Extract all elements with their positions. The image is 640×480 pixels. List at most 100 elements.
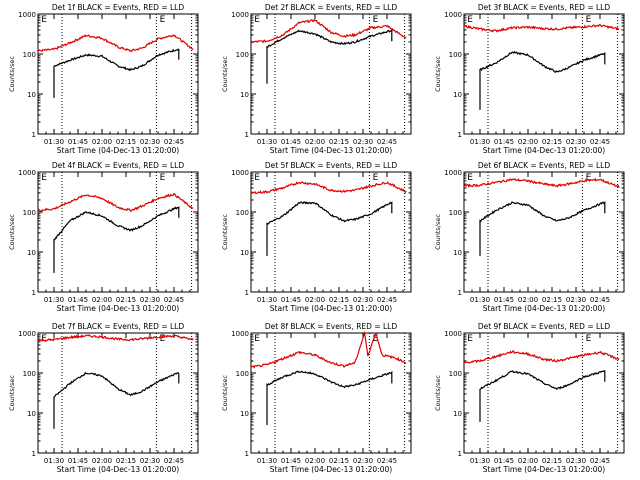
x-tick-label: 02:45 — [590, 296, 610, 304]
x-tick-label: 02:15 — [329, 138, 349, 146]
x-tick-label: 01:30 — [44, 457, 64, 465]
time-marker-label: E — [467, 15, 473, 25]
x-tick-label: 01:45 — [68, 457, 88, 465]
y-tick-label: 1000 — [444, 169, 462, 177]
detector-plot-3: Det 3f BLACK = Events, RED = LLD 1 10 100 10… — [434, 3, 625, 155]
lld-series-line — [463, 23, 620, 33]
x-tick-label: 01:45 — [494, 138, 514, 146]
plot-title: Det 7f BLACK = Events, RED = LLD — [52, 322, 185, 331]
x-tick-label: 02:00 — [305, 138, 325, 146]
x-tick-label: 02:15 — [542, 457, 562, 465]
y-tick-label: 100 — [236, 209, 249, 217]
x-tick-label: 02:15 — [116, 457, 136, 465]
detector-plot-2: Det 2f BLACK = Events, RED = LLD 1 10 100 10… — [221, 3, 412, 155]
x-tick-label: 01:45 — [281, 296, 301, 304]
y-axis-label: Counts/sec — [434, 375, 442, 411]
time-marker-label: E — [586, 173, 592, 183]
lld-series-line — [37, 34, 194, 53]
y-tick-label: 10 — [27, 410, 36, 418]
time-marker-label: E — [586, 15, 592, 25]
x-tick-label: 02:15 — [542, 138, 562, 146]
x-tick-label: 02:45 — [164, 296, 184, 304]
x-tick-label: 02:30 — [353, 296, 373, 304]
events-series-line — [53, 205, 180, 273]
y-tick-label: 10 — [27, 249, 36, 257]
y-tick-label: 1 — [32, 131, 36, 139]
events-series-line — [266, 201, 393, 256]
detector-plot-1: Det 1f BLACK = Events, RED = LLD 1 10 100 10… — [8, 3, 199, 155]
y-tick-label: 1000 — [18, 330, 36, 338]
lld-series-line — [37, 192, 194, 213]
x-tick-label: 02:45 — [377, 296, 397, 304]
x-axis-label: Start Time (04-Dec-13 01:20:00) — [57, 304, 179, 313]
x-tick-label: 02:45 — [590, 457, 610, 465]
x-tick-label: 02:00 — [518, 138, 538, 146]
events-series-line — [53, 371, 180, 429]
x-tick-label: 01:45 — [494, 457, 514, 465]
plot-title: Det 4f BLACK = Events, RED = LLD — [52, 161, 185, 170]
detector-plot-7: Det 7f BLACK = Events, RED = LLD 1 10 100 10… — [8, 322, 199, 474]
time-marker-label: E — [160, 15, 166, 25]
y-tick-label: 1000 — [231, 330, 249, 338]
x-tick-label: 01:30 — [470, 457, 490, 465]
lld-series-line — [250, 18, 407, 44]
plot-title: Det 3f BLACK = Events, RED = LLD — [478, 3, 611, 12]
time-marker-label: E — [467, 334, 473, 344]
time-marker-label: E — [254, 15, 260, 25]
detector-plot-4: Det 4f BLACK = Events, RED = LLD 1 10 100 10… — [8, 161, 199, 313]
y-tick-label: 10 — [27, 91, 36, 99]
x-tick-label: 02:15 — [116, 296, 136, 304]
events-series-line — [479, 50, 606, 110]
time-marker-label: E — [254, 334, 260, 344]
y-tick-label: 1000 — [18, 11, 36, 19]
x-tick-label: 02:45 — [377, 138, 397, 146]
y-tick-label: 1 — [32, 289, 36, 297]
y-axis-label: Counts/sec — [221, 375, 229, 411]
x-tick-label: 01:45 — [68, 296, 88, 304]
x-tick-label: 02:30 — [140, 138, 160, 146]
x-tick-label: 02:45 — [377, 457, 397, 465]
y-tick-label: 1000 — [231, 169, 249, 177]
plot-title: Det 6f BLACK = Events, RED = LLD — [478, 161, 611, 170]
y-tick-label: 1 — [245, 131, 249, 139]
x-tick-label: 02:15 — [542, 296, 562, 304]
x-tick-label: 02:30 — [566, 457, 586, 465]
x-tick-label: 02:30 — [353, 138, 373, 146]
time-marker-label: E — [373, 334, 379, 344]
x-tick-label: 02:15 — [329, 296, 349, 304]
y-tick-label: 1000 — [444, 330, 462, 338]
y-tick-label: 10 — [453, 249, 462, 257]
x-tick-label: 01:45 — [281, 457, 301, 465]
y-axis-label: Counts/sec — [8, 56, 16, 92]
y-tick-label: 1 — [245, 450, 249, 458]
events-series-line — [479, 369, 606, 422]
plot-title: Det 8f BLACK = Events, RED = LLD — [265, 322, 398, 331]
y-axis-label: Counts/sec — [221, 214, 229, 250]
x-tick-label: 02:30 — [566, 296, 586, 304]
x-tick-label: 02:00 — [92, 138, 112, 146]
y-tick-label: 10 — [453, 91, 462, 99]
y-tick-label: 1000 — [231, 11, 249, 19]
y-tick-label: 100 — [236, 370, 249, 378]
time-marker-label: E — [254, 173, 260, 183]
x-tick-label: 02:45 — [164, 457, 184, 465]
events-series-line — [53, 48, 180, 98]
time-marker-label: E — [41, 15, 47, 25]
x-axis-label: Start Time (04-Dec-13 01:20:00) — [270, 304, 392, 313]
y-tick-label: 100 — [449, 370, 462, 378]
events-series-line — [266, 370, 393, 425]
events-series-line — [266, 28, 393, 84]
detector-plot-8: Det 8f BLACK = Events, RED = LLD 1 10 100 10… — [221, 322, 412, 474]
x-axis-label: Start Time (04-Dec-13 01:20:00) — [483, 465, 605, 474]
lld-series-line — [250, 330, 407, 370]
x-tick-label: 02:00 — [305, 457, 325, 465]
x-tick-label: 01:30 — [44, 296, 64, 304]
lld-series-line — [463, 350, 620, 364]
y-tick-label: 1 — [458, 289, 462, 297]
x-axis-label: Start Time (04-Dec-13 01:20:00) — [270, 465, 392, 474]
x-tick-label: 02:45 — [164, 138, 184, 146]
x-axis-label: Start Time (04-Dec-13 01:20:00) — [483, 146, 605, 155]
y-axis-label: Counts/sec — [8, 214, 16, 250]
x-tick-label: 01:30 — [257, 296, 277, 304]
plot-title: Det 5f BLACK = Events, RED = LLD — [265, 161, 398, 170]
